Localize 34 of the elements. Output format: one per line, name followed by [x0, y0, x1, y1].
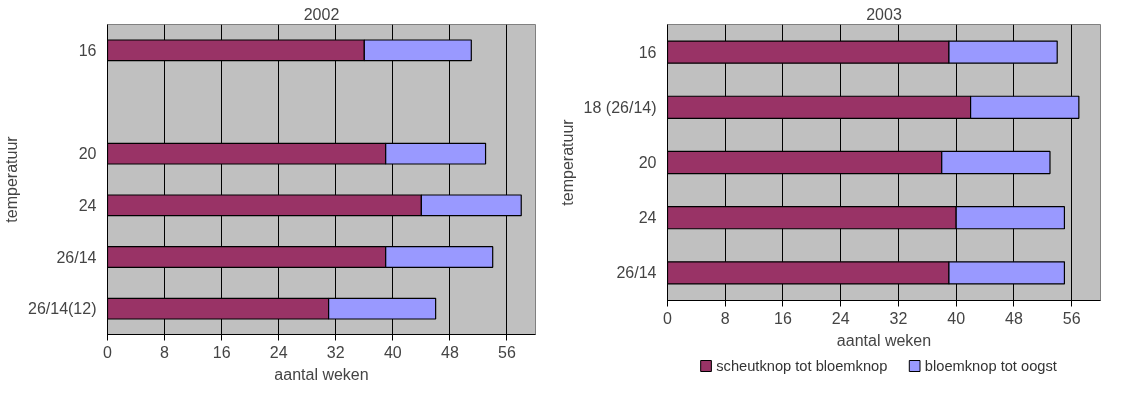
y-tick-label: 16 — [638, 43, 657, 61]
x-tick-label: 0 — [663, 309, 673, 327]
y-tick-label: 24 — [638, 209, 657, 227]
x-tick-label: 24 — [269, 343, 288, 361]
x-tick-label: 40 — [383, 343, 402, 361]
chart-title: 2002 — [303, 5, 340, 23]
x-tick-label: 16 — [212, 343, 231, 361]
y-tick-label: 26/14 — [616, 264, 657, 282]
x-tick-label: 24 — [831, 309, 850, 327]
x-axis-title: aantal weken — [836, 331, 932, 349]
x-tick-label: 32 — [889, 309, 908, 327]
x-tick-label: 8 — [720, 309, 730, 327]
y-tick-label: 18 (26/14) — [583, 98, 657, 116]
x-tick-label: 0 — [103, 343, 113, 361]
x-axis-title: aantal weken — [274, 365, 369, 383]
x-tick-label: 8 — [160, 343, 170, 361]
x-tick-label: 56 — [498, 343, 516, 361]
y-tick-label: 26/14(12) — [28, 300, 97, 318]
x-tick-label: 48 — [1005, 309, 1023, 327]
y-tick-label: 16 — [78, 41, 97, 59]
y-tick-label: 20 — [638, 154, 657, 171]
legend-label: bloemknop tot oogst — [924, 358, 1057, 374]
x-tick-label: 40 — [947, 309, 966, 327]
chart-title: 2003 — [866, 5, 902, 23]
y-axis-title: temperatuur — [558, 118, 576, 206]
x-tick-label: 56 — [1062, 309, 1081, 327]
y-axis-title: temperatuur — [3, 135, 21, 223]
x-tick-label: 16 — [774, 309, 792, 327]
legend-label: scheutknop tot bloemknop — [716, 358, 888, 374]
x-tick-label: 32 — [326, 343, 345, 361]
y-tick-label: 20 — [78, 145, 97, 163]
y-tick-label: 26/14 — [56, 248, 97, 266]
y-tick-label: 24 — [78, 196, 97, 214]
x-tick-label: 48 — [441, 343, 459, 361]
